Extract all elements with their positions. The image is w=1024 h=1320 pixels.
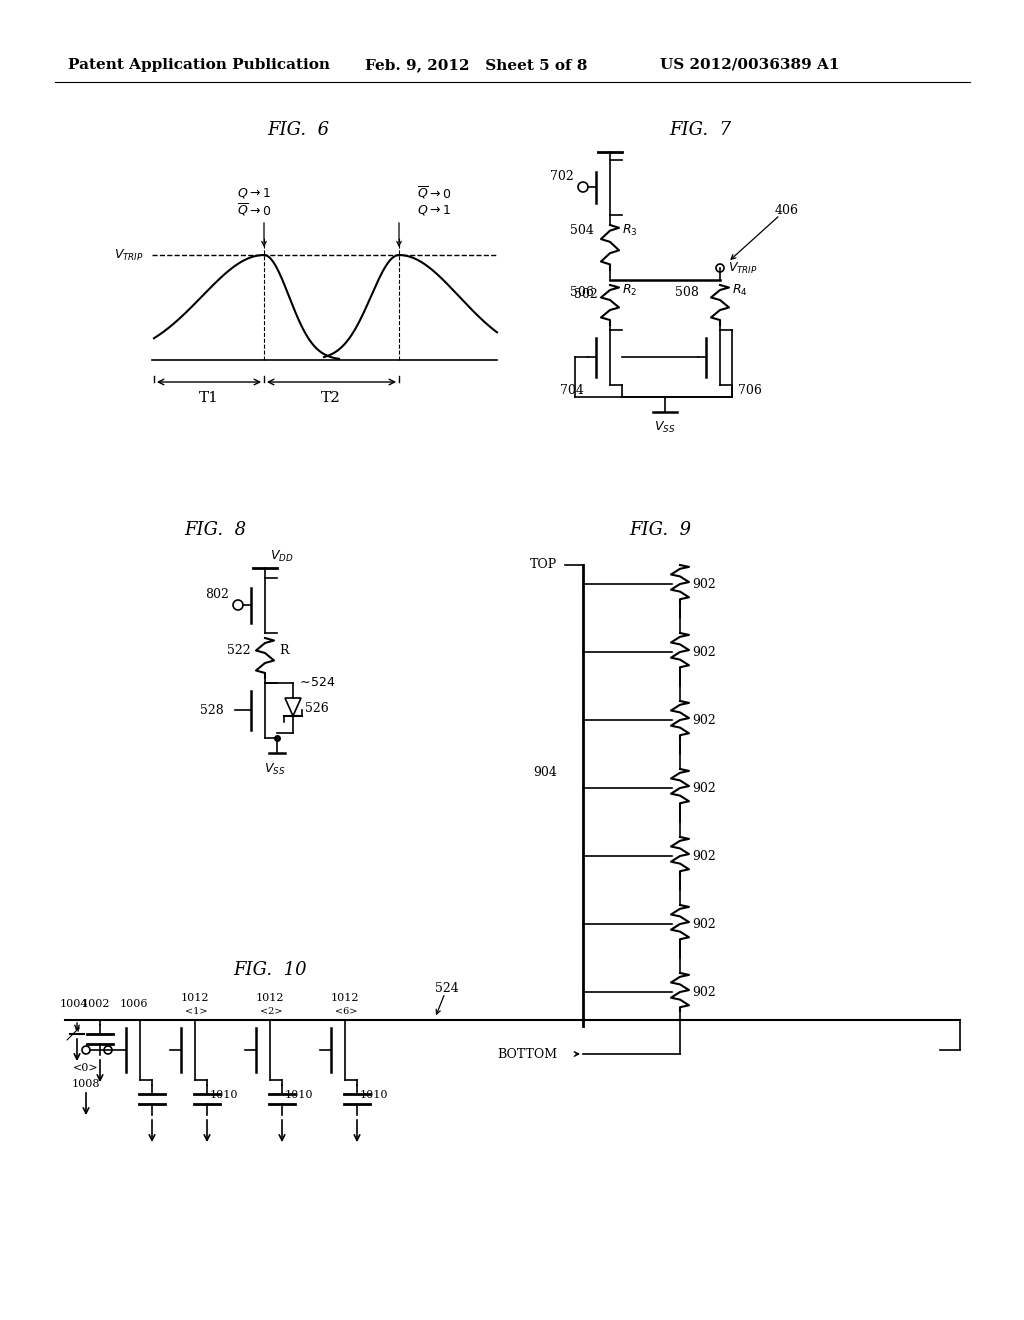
- Text: 1010: 1010: [210, 1090, 239, 1100]
- Text: 406: 406: [775, 203, 799, 216]
- Text: 1010: 1010: [360, 1090, 388, 1100]
- Text: $V_{SS}$: $V_{SS}$: [654, 420, 676, 434]
- Text: Patent Application Publication: Patent Application Publication: [68, 58, 330, 73]
- Text: 902: 902: [692, 850, 716, 862]
- Text: 904: 904: [534, 767, 557, 780]
- Text: T1: T1: [199, 391, 219, 405]
- Text: 1010: 1010: [285, 1090, 313, 1100]
- Text: Feb. 9, 2012   Sheet 5 of 8: Feb. 9, 2012 Sheet 5 of 8: [365, 58, 588, 73]
- Text: 1012: 1012: [256, 993, 285, 1003]
- Text: FIG.  10: FIG. 10: [233, 961, 307, 979]
- Text: FIG.  6: FIG. 6: [267, 121, 329, 139]
- Text: US 2012/0036389 A1: US 2012/0036389 A1: [660, 58, 840, 73]
- Text: 802: 802: [205, 589, 229, 602]
- Text: 526: 526: [305, 701, 329, 714]
- Text: FIG.  8: FIG. 8: [184, 521, 246, 539]
- Text: $Q \rightarrow 1$: $Q \rightarrow 1$: [417, 203, 451, 216]
- Text: 506: 506: [570, 286, 594, 300]
- Text: $V_{TRIP}$: $V_{TRIP}$: [728, 260, 758, 276]
- Text: 702: 702: [550, 170, 573, 183]
- Text: <0>: <0>: [73, 1063, 98, 1073]
- Text: 902: 902: [692, 781, 716, 795]
- Text: $\sim\!524$: $\sim\!524$: [297, 676, 336, 689]
- Text: 522: 522: [227, 644, 251, 656]
- Text: 706: 706: [738, 384, 762, 396]
- Text: TOP: TOP: [529, 558, 557, 572]
- Text: 1012: 1012: [331, 993, 359, 1003]
- Text: $\overline{Q} \rightarrow 0$: $\overline{Q} \rightarrow 0$: [417, 185, 452, 201]
- Text: $R_2$: $R_2$: [622, 282, 637, 297]
- Text: 524: 524: [435, 982, 459, 994]
- Text: $\overline{Q} \rightarrow 0$: $\overline{Q} \rightarrow 0$: [237, 202, 271, 218]
- Text: R: R: [279, 644, 289, 656]
- Text: 1006: 1006: [120, 999, 148, 1008]
- Text: <1>: <1>: [185, 1007, 208, 1016]
- Text: $R_4$: $R_4$: [732, 282, 748, 297]
- Text: 704: 704: [560, 384, 584, 396]
- Text: $R_3$: $R_3$: [622, 223, 638, 238]
- Text: <6>: <6>: [335, 1007, 357, 1016]
- Text: 1008: 1008: [72, 1078, 100, 1089]
- Text: $V_{DD}$: $V_{DD}$: [270, 548, 294, 564]
- Text: 528: 528: [200, 704, 224, 717]
- Text: 508: 508: [675, 286, 698, 300]
- Text: 1012: 1012: [181, 993, 210, 1003]
- Text: 902: 902: [692, 578, 716, 590]
- Text: 1002: 1002: [82, 999, 111, 1008]
- Text: $Q \rightarrow 1$: $Q \rightarrow 1$: [237, 186, 271, 201]
- Text: 902: 902: [692, 714, 716, 726]
- Text: BOTTOM: BOTTOM: [497, 1048, 557, 1060]
- Text: 902: 902: [692, 986, 716, 998]
- Text: 902: 902: [692, 917, 716, 931]
- Text: T2: T2: [322, 391, 341, 405]
- Text: 502: 502: [574, 288, 598, 301]
- Text: FIG.  7: FIG. 7: [669, 121, 731, 139]
- Text: 504: 504: [570, 223, 594, 236]
- Text: $V_{SS}$: $V_{SS}$: [264, 762, 286, 776]
- Text: $V_{TRIP}$: $V_{TRIP}$: [115, 247, 144, 263]
- Text: FIG.  9: FIG. 9: [629, 521, 691, 539]
- Text: 902: 902: [692, 645, 716, 659]
- Text: <2>: <2>: [260, 1007, 283, 1016]
- Text: 1004: 1004: [60, 999, 88, 1008]
